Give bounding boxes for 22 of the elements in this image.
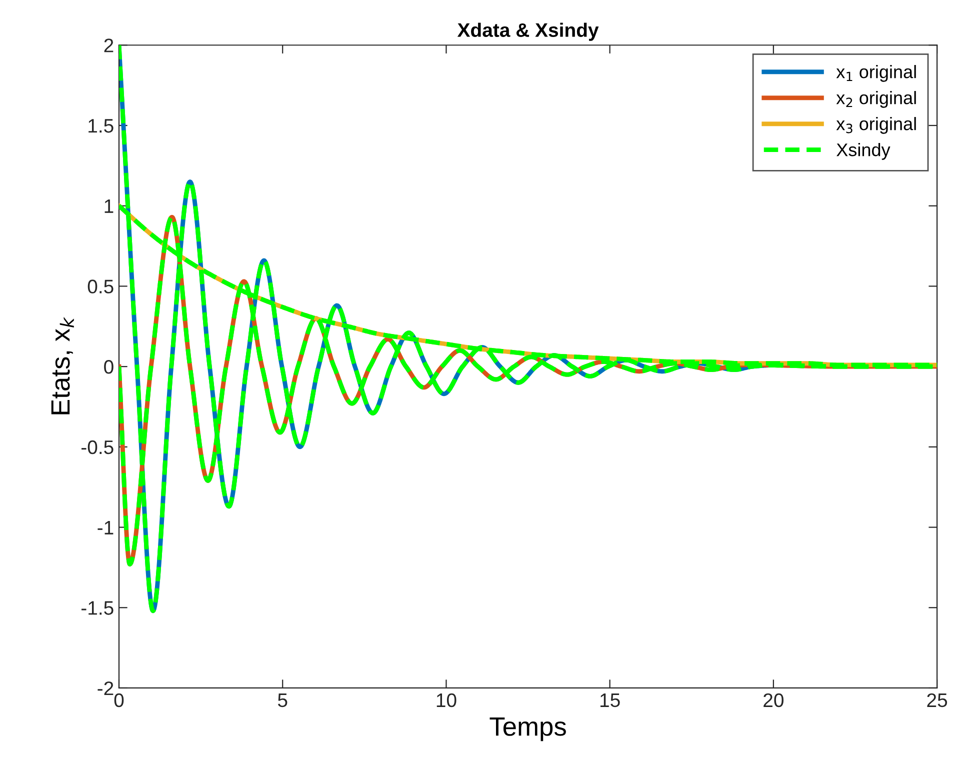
y-tick-label: -1 bbox=[98, 520, 114, 534]
x-tick-label: 25 bbox=[927, 693, 948, 708]
y-tick-label: 0 bbox=[104, 360, 114, 374]
x-tick-label: 5 bbox=[278, 694, 288, 708]
x-tick-label: 15 bbox=[600, 694, 620, 708]
x-tick-label: 0 bbox=[114, 693, 124, 708]
y-tick-label: 1 bbox=[104, 200, 114, 213]
y-tick-label: -2 bbox=[98, 681, 114, 696]
y-tick-label: -1.5 bbox=[81, 601, 114, 615]
legend-label: Xsindy bbox=[836, 142, 890, 160]
legend-label: x$_{2}$ original bbox=[836, 90, 916, 108]
chart-title: Xdata & Xsindy bbox=[457, 22, 599, 41]
x-tick-label: 10 bbox=[436, 693, 456, 708]
y-tick-label: 2 bbox=[104, 38, 114, 52]
x-axis-title: Temps bbox=[490, 717, 566, 742]
x-tick-label: 20 bbox=[764, 693, 784, 708]
y-tick-label: 0.5 bbox=[88, 280, 114, 294]
y-tick-label: 1.5 bbox=[88, 119, 114, 133]
y-axis-title: Etats, x$_{k}$ bbox=[51, 316, 74, 414]
legend-label: x$_{1}$ original bbox=[836, 64, 916, 82]
legend-label: x$_{3}$ original bbox=[836, 116, 916, 134]
y-tick-label: -0.5 bbox=[81, 440, 114, 454]
